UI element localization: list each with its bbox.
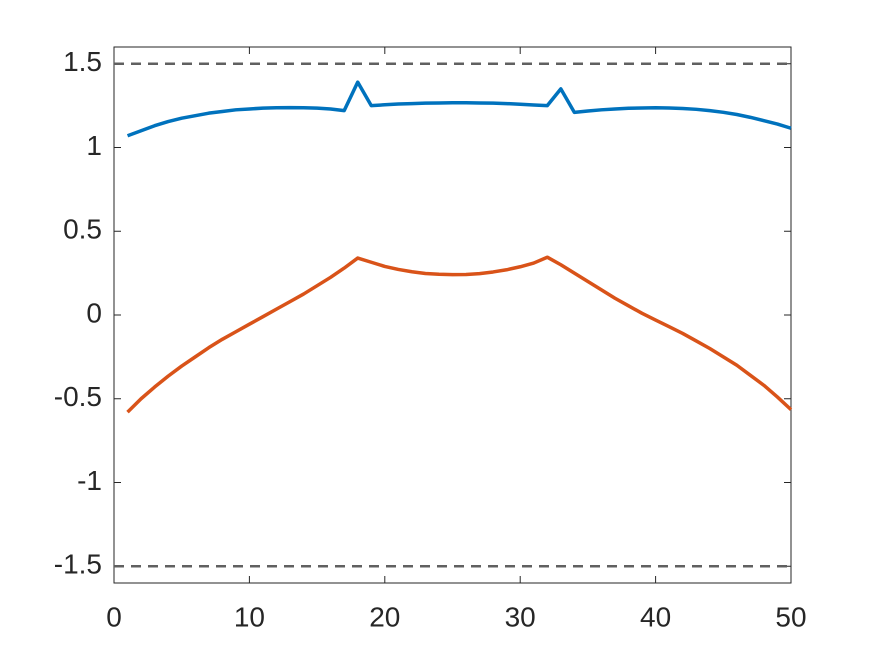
y-tick-label: 0 [86, 297, 102, 328]
y-tick-label: 1.5 [63, 46, 102, 77]
data-line [126, 80, 792, 138]
y-tick-label: -1.5 [54, 549, 102, 580]
x-tick-label: 20 [369, 601, 400, 632]
x-tick-label: 0 [106, 601, 122, 632]
data-line [126, 255, 793, 414]
axes-box [113, 46, 792, 584]
x-tick-label: 30 [505, 601, 536, 632]
x-tick-label: 10 [234, 601, 265, 632]
x-tick-label: 50 [775, 601, 806, 632]
y-tick-label: -1 [77, 465, 102, 496]
x-tick-label: 40 [640, 601, 671, 632]
y-tick-label: 0.5 [63, 214, 102, 245]
y-tick-label: 1 [86, 130, 102, 161]
y-tick-label: -0.5 [54, 381, 102, 412]
